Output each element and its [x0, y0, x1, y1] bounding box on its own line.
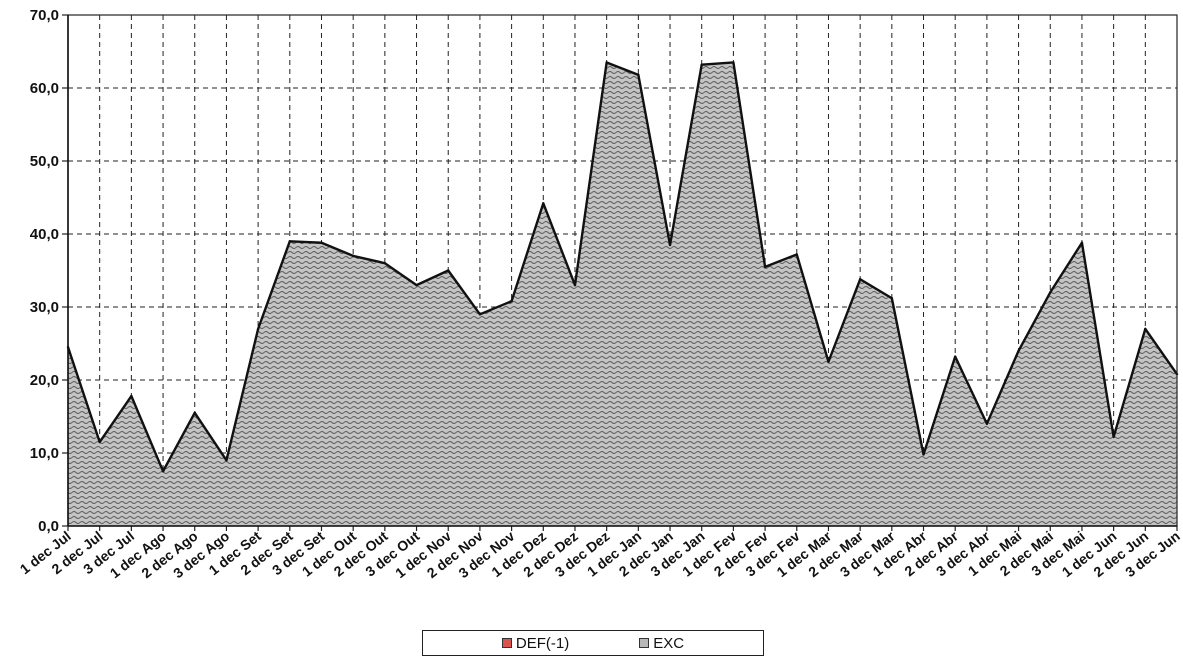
exc-point: [573, 283, 577, 287]
y-tick-label: 0,0: [38, 518, 59, 535]
y-tick-label: 20,0: [30, 372, 59, 389]
exc-point: [256, 327, 260, 331]
legend-swatch-exc: [639, 638, 650, 648]
exc-point: [1017, 349, 1020, 352]
legend-label-exc: EXC: [653, 634, 685, 652]
exc-point: [383, 262, 387, 265]
y-tick-label: 70,0: [30, 7, 59, 24]
axes: [62, 14, 1178, 531]
exc-point: [827, 360, 830, 363]
legend: DEF(-1) EXC: [422, 630, 764, 656]
exc-point: [1080, 241, 1084, 244]
exc-area: [68, 62, 1177, 526]
exc-point: [320, 241, 323, 244]
y-tick-label: 30,0: [30, 299, 59, 316]
exc-point: [954, 355, 957, 358]
exc-point: [922, 453, 925, 456]
exc-point: [288, 240, 291, 243]
exc-point: [415, 283, 418, 287]
exc-point: [447, 269, 450, 272]
exc-point: [478, 313, 482, 316]
exc-point: [605, 61, 608, 64]
series-layer: [66, 61, 1179, 527]
legend-label-def: DEF(-1): [515, 634, 570, 652]
legend-item-def: DEF(-1): [501, 634, 570, 652]
exc-point: [637, 73, 640, 77]
y-tick-label: 50,0: [30, 153, 59, 170]
exc-point: [890, 297, 894, 300]
exc-point: [858, 278, 862, 281]
legend-item-exc: EXC: [639, 635, 684, 652]
exc-point: [732, 61, 735, 64]
y-tick-label: 40,0: [30, 226, 59, 243]
exc-point: [193, 411, 196, 415]
y-tick-label: 10,0: [30, 445, 59, 462]
exc-point: [1049, 291, 1052, 294]
exc-point: [98, 440, 101, 444]
exc-point: [795, 253, 798, 256]
exc-point: [225, 459, 228, 462]
exc-point: [130, 394, 133, 398]
legend-swatch-def: [501, 638, 512, 648]
exc-point: [985, 422, 989, 425]
exc-point: [161, 470, 165, 473]
exc-point: [763, 265, 767, 269]
exc-point: [351, 254, 355, 258]
y-tick-label: 60,0: [30, 80, 59, 97]
exc-point: [700, 63, 703, 66]
exc-point: [1112, 435, 1115, 439]
exc-point: [1144, 327, 1147, 331]
exc-point: [510, 299, 513, 303]
y-tick-labels: 0,0 10,0 20,0 30,0 40,0 50,0 60,0 70,0: [30, 7, 59, 535]
exc-point: [668, 243, 672, 247]
exc-point: [542, 202, 545, 205]
exc-line: [66, 61, 1178, 473]
